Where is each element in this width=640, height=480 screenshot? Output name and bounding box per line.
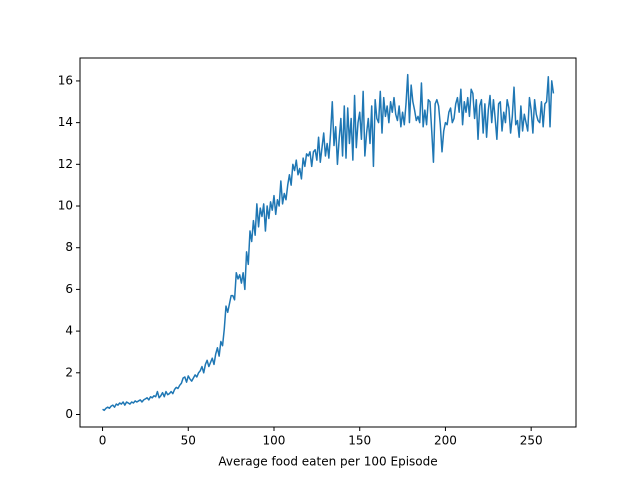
y-tick-label: 2	[65, 365, 73, 379]
data-line	[102, 73, 555, 412]
y-tick-label: 16	[58, 73, 73, 87]
plot-frame	[79, 57, 577, 428]
x-axis-label: Average food eaten per 100 Episode	[218, 455, 437, 469]
x-tick-label: 100	[263, 434, 286, 448]
x-tick-label: 200	[434, 434, 457, 448]
y-tick-label: 14	[58, 115, 73, 129]
y-tick-label: 0	[65, 407, 73, 421]
x-tick-label: 150	[348, 434, 371, 448]
x-tick-label: 50	[181, 434, 196, 448]
y-tick-label: 10	[58, 199, 73, 213]
y-tick-label: 6	[65, 282, 73, 296]
y-tick-label: 12	[58, 157, 73, 171]
y-tick-label: 8	[65, 240, 73, 254]
x-tick-label: 250	[520, 434, 543, 448]
y-tick-label: 4	[65, 324, 73, 338]
x-tick-label: 0	[99, 434, 107, 448]
